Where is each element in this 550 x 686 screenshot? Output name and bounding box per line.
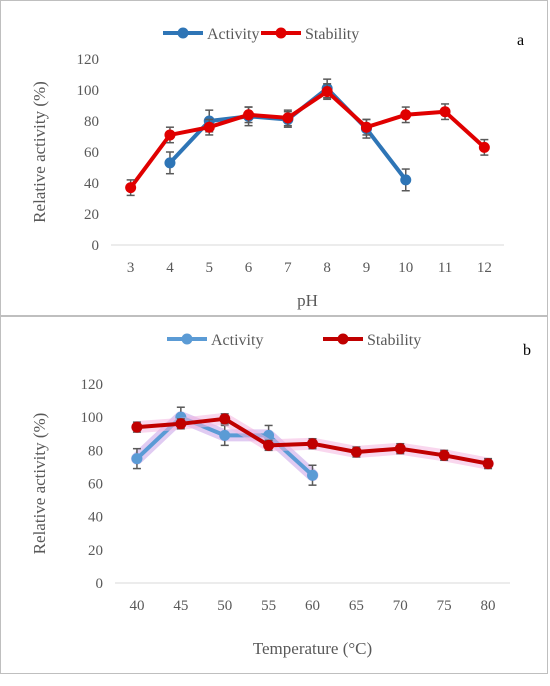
chart-b-x-tick-label: 45 [173,598,188,614]
chart-b-y-tick-label: 120 [81,377,104,393]
chart-b-panel-label: b [523,342,531,359]
chart-a-x-tick-label: 8 [323,260,331,276]
chart-a-series-1-point [282,112,294,124]
chart-a-x-tick-label: 5 [206,260,214,276]
chart-a-x-tick-label: 3 [127,260,135,276]
chart-b-series-1-point [438,449,450,461]
chart-a-x-tick-label: 6 [245,260,253,276]
chart-a-y-tick-label: 60 [84,145,99,161]
chart-b-legend-label-1: Stability [367,332,421,349]
chart-a-series-1-point [400,109,412,121]
chart-b-series-0-point [131,453,143,465]
chart-b-legend-label-0: Activity [211,332,263,349]
chart-b-y-tick-label: 60 [88,477,103,493]
chart-a-series-0-point [400,174,412,186]
chart-b-series-1-point [482,458,494,470]
chart-b-series-1-point [219,413,231,425]
chart-a-x-tick-label: 7 [284,260,292,276]
chart-a-x-tick-label: 9 [363,260,371,276]
chart-a-x-tick-label: 11 [438,260,452,276]
chart-a-x-axis-title: pH [297,291,318,310]
chart-a-x-tick-label: 10 [398,260,413,276]
chart-b-series-1-point [131,421,143,433]
chart-b-x-tick-label: 80 [481,598,496,614]
chart-a-series-1-point [203,121,215,133]
chart-panel-a: 0 20 40 60 80 100 120 3 4 5 6 7 8 9 10 11 12 pH Relative a… [0,0,548,316]
chart-b-x-axis-title: Temperature (°C) [253,639,372,658]
chart-b-x-tick-label: 60 [305,598,320,614]
chart-a-y-tick-label: 0 [92,238,100,254]
chart-b-series-1-point [263,439,275,451]
chart-a-series-1-point [439,106,451,118]
chart-a-x-tick-label: 4 [166,260,174,276]
chart-a-y-axis-title: Relative activity (%) [30,81,49,223]
chart-a-y-tick-label: 120 [77,52,100,68]
chart-a-legend-label-1: Stability [305,26,359,43]
chart-a-legend-marker-0 [177,27,189,39]
chart-b-y-tick-label: 40 [88,510,103,526]
chart-a-series-1-point [125,182,137,194]
chart-b-series-1-point [175,418,187,430]
chart-a-series-0-point [164,157,176,169]
chart-a-series-1-point [478,141,490,153]
chart-b-legend-marker-0 [181,333,193,345]
chart-b-x-tick-label: 55 [261,598,276,614]
chart-b-series-1-point [307,438,318,450]
chart-a-series-1-point [164,129,176,141]
chart-a-series-1-point [321,86,333,98]
chart-panel-b: 0 20 40 60 80 100 120 40 45 50 55 60 65 70 75 80 Tempera… [0,316,548,674]
chart-a-series-0-line [168,86,408,182]
chart-b-x-tick-label: 65 [349,598,364,614]
chart-a-y-tick-label: 80 [84,114,99,130]
chart-b-y-tick-label: 0 [96,576,104,592]
chart-a-y-tick-label: 100 [77,83,100,99]
chart-b-y-tick-label: 100 [81,410,104,426]
chart-b-y-tick-label: 80 [88,443,103,459]
chart-a-legend-marker-1 [275,27,287,39]
chart-a-panel-label: a [517,32,524,49]
chart-a-series-1-point [243,109,255,121]
chart-b-x-tick-label: 50 [217,598,232,614]
chart-b-series-1-point [394,443,406,455]
chart-b-series-0-point [307,469,318,481]
chart-a-series-1-line [129,89,486,189]
chart-b-y-axis-title: Relative activity (%) [30,413,49,555]
chart-b-legend-marker-1 [337,333,349,345]
chart-b-series-0-point [219,429,231,441]
chart-a-series-1-point [360,121,372,133]
chart-b-x-tick-label: 40 [129,598,144,614]
chart-b-series-1-point [350,446,362,458]
chart-a-x-tick-label: 12 [477,260,492,276]
chart-b-svg: 0 20 40 60 80 100 120 40 45 50 55 60 65 70 75 80 Tempera… [30,332,531,658]
chart-a-y-tick-label: 20 [84,207,99,223]
chart-a-svg: 0 20 40 60 80 100 120 3 4 5 6 7 8 9 10 11 12 pH Relative a… [30,26,524,310]
chart-a-y-tick-label: 40 [84,176,99,192]
chart-b-x-tick-label: 70 [393,598,408,614]
chart-a-legend-label-0: Activity [207,26,259,43]
chart-b-y-tick-label: 20 [88,543,103,559]
chart-b-x-tick-label: 75 [437,598,452,614]
